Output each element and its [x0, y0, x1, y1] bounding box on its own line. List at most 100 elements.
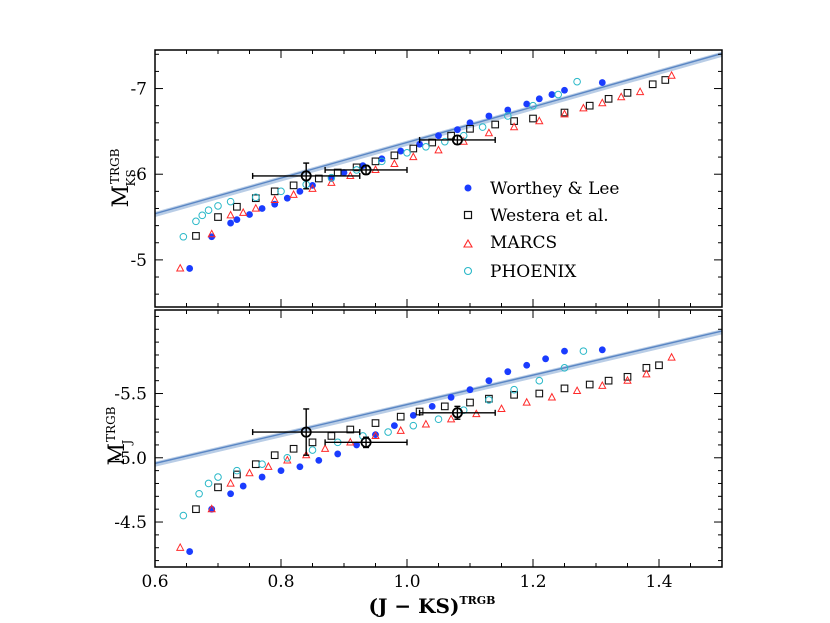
data-point-marcs — [547, 392, 557, 401]
data-point-worthey-lee — [353, 441, 360, 449]
data-point-westera-et-al — [233, 202, 241, 211]
data-point-phoenix — [214, 202, 222, 210]
data-point-worthey-lee — [208, 505, 216, 513]
data-point-marcs — [226, 478, 235, 487]
data-point-marcs — [421, 419, 431, 428]
plot-area — [155, 329, 722, 555]
data-point-marcs — [579, 103, 588, 112]
fit-band — [155, 329, 722, 467]
legend-label-marcs: MARCS — [490, 233, 557, 253]
data-point-worthey-lee — [239, 482, 247, 490]
data-point-worthey-lee — [454, 126, 461, 134]
error-point — [324, 436, 408, 449]
data-point-marcs — [667, 352, 676, 361]
data-point-phoenix — [204, 479, 213, 488]
data-point-worthey-lee — [561, 86, 568, 94]
data-point-westera-et-al — [371, 157, 380, 166]
data-point-phoenix — [554, 90, 563, 99]
axes-frame — [154, 309, 723, 568]
bottom-panel: 0.6 0.8 1.0 1.2 1.4 -4.5 -5.0 -5.5 — [114, 309, 723, 592]
legend-marker-worthey-lee — [464, 184, 472, 192]
data-point-worthey-lee — [428, 402, 436, 410]
x-tick-label: 1.0 — [393, 572, 420, 592]
data-point-phoenix — [573, 77, 581, 86]
data-point-marcs — [264, 461, 273, 470]
data-point-phoenix — [384, 428, 392, 436]
data-point-marcs — [446, 414, 456, 423]
data-point-worthey-lee — [504, 106, 512, 114]
data-point-marcs — [283, 455, 292, 464]
x-tick-label: 1.2 — [519, 572, 546, 592]
data-point-marcs — [251, 203, 261, 212]
data-point-westera-et-al — [560, 108, 569, 117]
x-axis-ticks — [154, 50, 723, 307]
data-point-worthey-lee — [334, 450, 342, 458]
data-point-worthey-lee — [296, 463, 304, 471]
data-point-westera-et-al — [289, 444, 298, 453]
data-point-worthey-lee — [296, 187, 304, 195]
top-panel: -5 -6 -7 — [130, 49, 723, 308]
data-point-westera-et-al — [623, 88, 632, 97]
data-point-worthey-lee — [466, 386, 474, 394]
data-point-westera-et-al — [396, 412, 405, 421]
data-point-marcs — [572, 386, 582, 395]
data-point-marcs — [238, 207, 248, 216]
data-point-marcs — [320, 443, 330, 452]
x-tick-label: 0.8 — [267, 572, 294, 592]
data-point-worthey-lee — [227, 219, 235, 227]
data-point-marcs — [390, 159, 399, 168]
data-point-worthey-lee — [598, 346, 606, 354]
legend-entry-phoenix: PHOENIX — [463, 262, 577, 282]
data-point-phoenix — [192, 217, 200, 226]
data-point-worthey-lee — [391, 422, 398, 430]
error-point — [418, 405, 496, 420]
legend-entry-marcs: MARCS — [463, 233, 557, 253]
data-point-westera-et-al — [585, 101, 594, 110]
data-point-westera-et-al — [604, 376, 613, 385]
legend-label-westera: Westera et al. — [490, 206, 609, 226]
y-axis-ticks — [155, 315, 722, 562]
x-tick-label: 0.6 — [141, 572, 168, 592]
data-point-phoenix — [179, 511, 188, 520]
data-point-marcs — [560, 109, 569, 118]
data-point-worthey-lee — [186, 265, 194, 272]
data-point-phoenix — [579, 347, 588, 355]
data-point-phoenix — [478, 123, 487, 131]
data-point-westera-et-al — [440, 402, 449, 411]
data-point-worthey-lee — [485, 377, 493, 385]
data-point-marcs — [289, 189, 298, 198]
error-point — [418, 134, 496, 146]
data-point-worthey-lee — [523, 100, 531, 108]
data-point-worthey-lee — [435, 132, 442, 140]
data-point-marcs — [207, 229, 216, 238]
data-point-phoenix — [179, 232, 188, 241]
series-marcs — [175, 352, 676, 551]
data-point-westera-et-al — [648, 80, 657, 89]
data-point-phoenix — [195, 489, 203, 498]
plot-area — [155, 51, 722, 272]
legend-label-worthey-lee: Worthey & Lee — [490, 179, 619, 199]
bottom-ylabel: MTRGBJ — [104, 406, 134, 465]
data-point-marcs — [175, 542, 185, 551]
data-point-westera-et-al — [428, 138, 437, 147]
legend-label-phoenix: PHOENIX — [490, 262, 577, 282]
data-point-phoenix — [560, 364, 569, 372]
data-point-phoenix — [409, 421, 418, 430]
data-point-westera-et-al — [390, 151, 399, 160]
data-point-phoenix — [214, 473, 222, 481]
fit-line — [155, 330, 722, 465]
data-point-marcs — [245, 468, 254, 477]
data-point-worthey-lee — [561, 347, 568, 355]
data-point-marcs — [598, 98, 607, 107]
data-point-westera-et-al — [270, 451, 279, 460]
data-point-westera-et-al — [314, 174, 323, 183]
data-point-worthey-lee — [535, 95, 543, 103]
data-point-marcs — [226, 210, 235, 219]
data-point-worthey-lee — [447, 393, 455, 401]
data-point-phoenix — [378, 157, 386, 166]
error-point — [251, 408, 361, 456]
data-point-westera-et-al — [251, 460, 260, 469]
data-point-worthey-lee — [246, 211, 253, 218]
data-point-westera-et-al — [270, 187, 279, 196]
data-point-phoenix — [535, 376, 544, 385]
